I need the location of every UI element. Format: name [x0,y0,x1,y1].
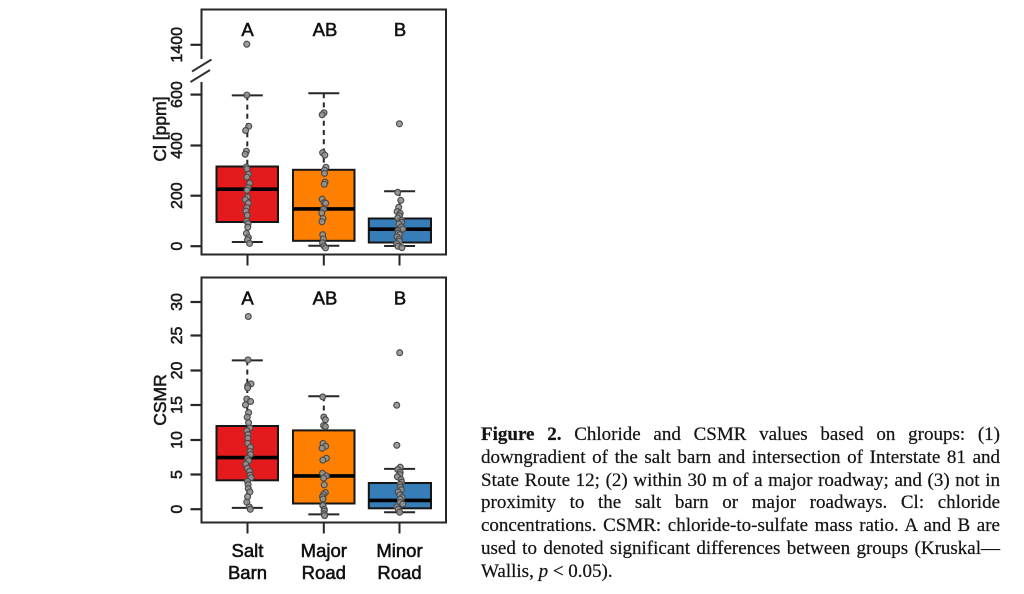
svg-text:0: 0 [169,505,186,514]
svg-text:600: 600 [169,81,186,108]
svg-text:5: 5 [169,470,186,479]
svg-text:15: 15 [169,396,186,414]
svg-text:0: 0 [169,242,186,251]
svg-text:A: A [241,19,254,40]
svg-text:Cl [ppm]: Cl [ppm] [150,96,170,161]
svg-text:Road: Road [302,562,346,583]
svg-text:25: 25 [169,327,186,345]
svg-text:400: 400 [169,132,186,159]
svg-text:Barn: Barn [228,562,267,583]
svg-text:Road: Road [377,562,421,583]
svg-text:1400: 1400 [169,27,186,63]
svg-text:AB: AB [313,19,338,40]
svg-text:10: 10 [169,431,186,449]
svg-text:B: B [394,288,406,309]
svg-text:30: 30 [169,293,186,311]
svg-text:20: 20 [169,362,186,380]
svg-text:Major: Major [301,540,347,561]
svg-text:A: A [241,288,254,309]
svg-text:AB: AB [313,288,338,309]
svg-text:B: B [394,19,406,40]
svg-text:Salt: Salt [232,540,264,561]
svg-text:CSMR: CSMR [150,374,170,426]
svg-text:Minor: Minor [376,540,422,561]
svg-text:200: 200 [169,182,186,209]
